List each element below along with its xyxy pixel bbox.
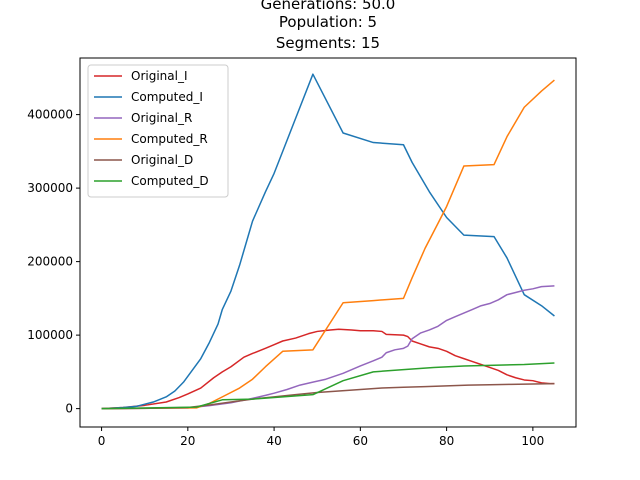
y-tick-label: 400000 <box>27 108 73 122</box>
legend-box <box>87 64 229 198</box>
legend-label: Computed_I <box>131 90 203 104</box>
legend-label: Computed_D <box>131 174 209 188</box>
series-line-original-d <box>101 382 555 410</box>
chart-title: Generations: 50.0 Population: 5 Segments… <box>261 0 396 52</box>
y-tick-label: 100000 <box>27 328 73 342</box>
y-tick-label: 300000 <box>27 181 73 195</box>
title-line-segments: Segments: 15 <box>276 34 380 52</box>
series-line-computed-i <box>101 73 555 410</box>
series-line-computed-r <box>101 79 555 410</box>
x-tick-label: 0 <box>98 434 106 448</box>
plot-area-frame <box>79 57 577 428</box>
series-line-computed-d <box>101 362 555 410</box>
legend-label: Original_R <box>131 111 192 125</box>
y-tick-label: 0 <box>65 402 73 416</box>
x-tick-label: 80 <box>439 434 454 448</box>
legend-label: Original_I <box>131 69 188 83</box>
title-line-generations: Generations: 50.0 <box>261 0 396 13</box>
x-tick-label: 60 <box>353 434 368 448</box>
x-tick-label: 40 <box>266 434 281 448</box>
series-line-original-r <box>101 285 555 410</box>
x-tick-label: 20 <box>180 434 195 448</box>
plot-series <box>101 73 555 410</box>
y-axis-ticks: 0 100000 200000 300000 400000 <box>27 108 80 416</box>
title-line-population: Population: 5 <box>279 13 377 31</box>
x-axis-ticks: 0 20 40 60 80 100 <box>98 427 544 448</box>
x-tick-label: 100 <box>521 434 544 448</box>
series-line-original-i <box>101 328 555 410</box>
legend: Original_I Computed_I Original_R Computed_R… <box>87 64 229 198</box>
legend-label: Original_D <box>131 153 193 167</box>
y-tick-label: 200000 <box>27 255 73 269</box>
legend-label: Computed_R <box>131 132 208 146</box>
